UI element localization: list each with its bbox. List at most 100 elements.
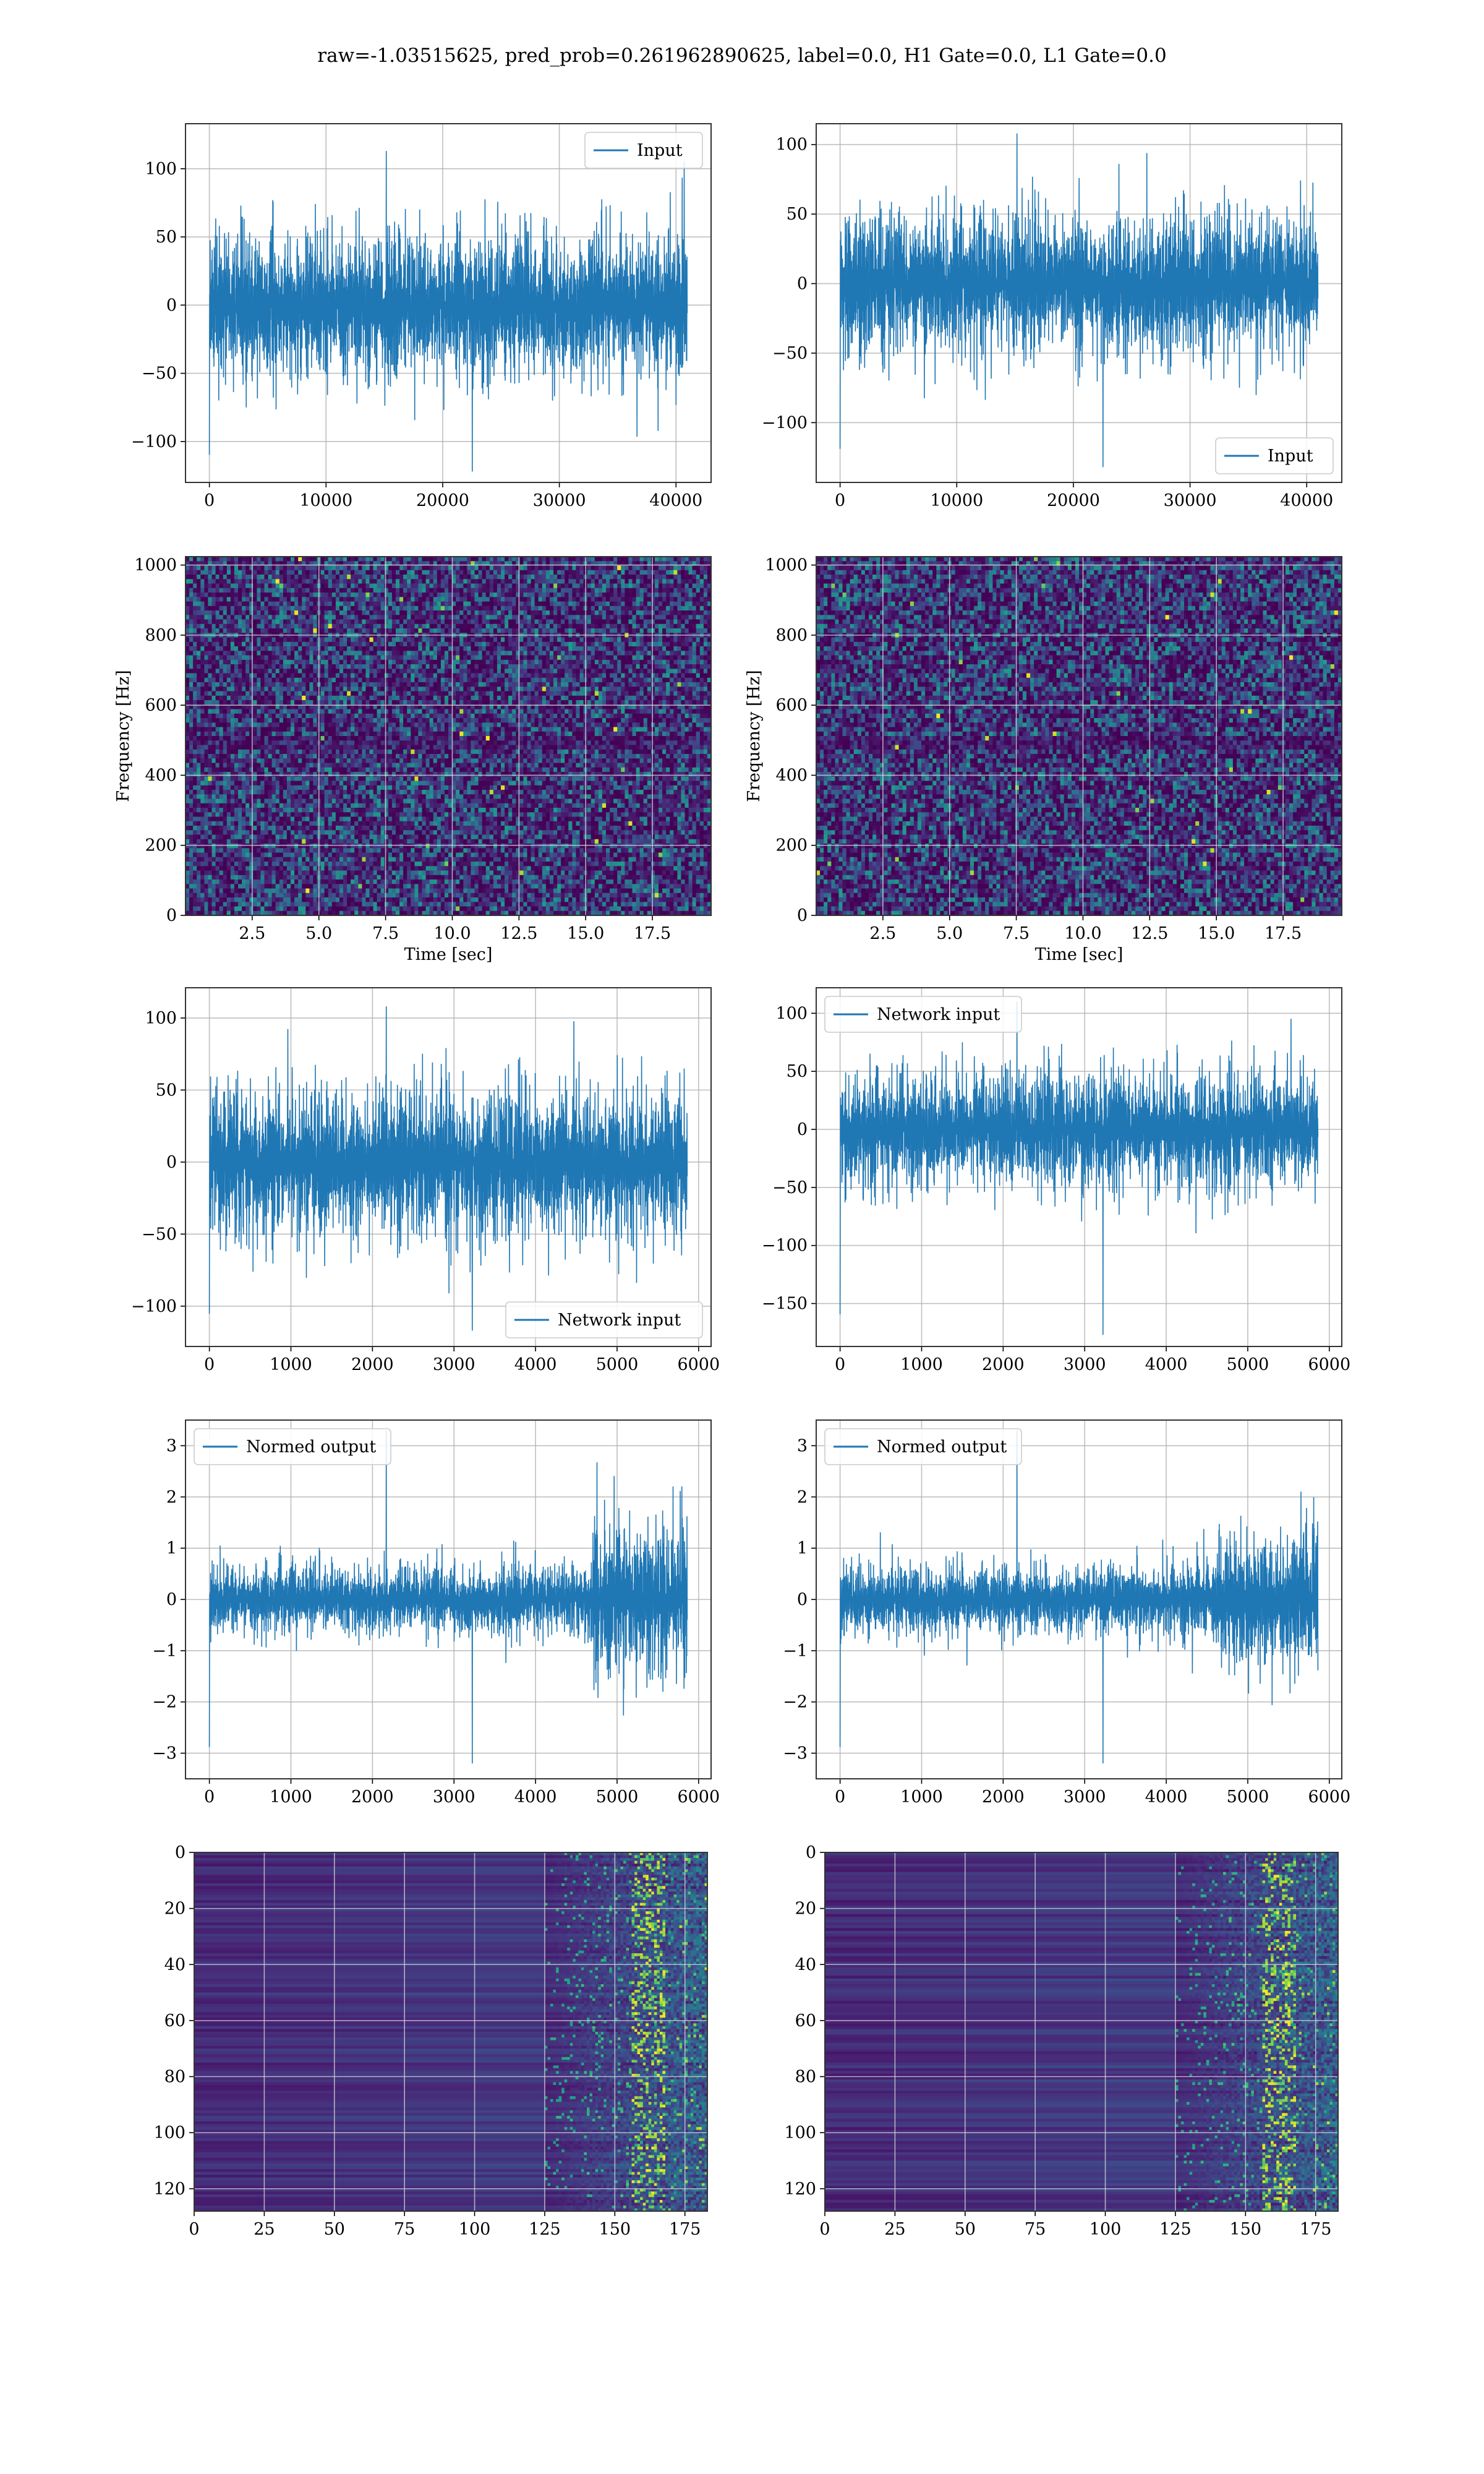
heatmap-cell xyxy=(200,583,205,589)
heatmap-cell xyxy=(579,623,584,629)
heatmap-cell xyxy=(489,682,494,687)
heatmap-cell xyxy=(587,561,592,567)
heatmap-cell xyxy=(636,641,641,647)
heatmap-cell xyxy=(433,669,438,674)
heatmap-cell xyxy=(291,682,295,687)
heatmap-cell xyxy=(703,593,708,597)
heatmap-cell xyxy=(193,709,197,714)
heatmap-cell xyxy=(422,669,427,674)
heatmap-cell xyxy=(542,682,547,687)
heatmap-cell xyxy=(354,709,359,714)
heatmap-cell xyxy=(681,682,686,687)
heatmap-cell xyxy=(433,651,438,656)
heatmap-cell xyxy=(587,641,592,647)
heatmap-cell xyxy=(391,619,396,625)
heatmap-cell xyxy=(587,687,592,692)
heatmap-cell xyxy=(545,687,550,692)
heatmap-cell xyxy=(283,655,288,661)
heatmap-cell xyxy=(639,561,644,567)
heatmap-cell xyxy=(587,700,592,705)
heatmap-cell xyxy=(662,655,667,661)
heatmap-cell xyxy=(456,597,460,602)
heatmap-cell xyxy=(351,615,355,620)
heatmap-cell xyxy=(249,641,254,647)
heatmap-cell xyxy=(463,646,467,651)
heatmap-cell xyxy=(331,628,336,633)
heatmap-cell xyxy=(703,579,708,584)
heatmap-cell xyxy=(561,651,565,656)
heatmap-cell xyxy=(230,673,235,678)
heatmap-cell xyxy=(568,606,573,611)
heatmap-cell xyxy=(429,651,434,656)
x-tick-label: 10000 xyxy=(299,491,352,510)
heatmap-cell xyxy=(369,593,374,597)
heatmap-cell xyxy=(696,601,701,607)
heatmap-cell xyxy=(542,709,547,714)
heatmap-cell xyxy=(647,637,652,643)
heatmap-cell xyxy=(249,575,254,580)
heatmap-cell xyxy=(286,673,291,678)
heatmap-cell xyxy=(407,606,411,611)
heatmap-cell xyxy=(242,695,246,701)
heatmap-cell xyxy=(602,691,607,696)
heatmap-cell xyxy=(186,557,190,562)
heatmap-cell xyxy=(219,615,224,620)
heatmap-cell xyxy=(534,659,539,665)
heatmap-cell xyxy=(456,561,460,567)
heatmap-cell xyxy=(527,570,532,575)
heatmap-cell xyxy=(271,677,276,683)
heatmap-cell xyxy=(313,655,318,661)
heatmap-cell xyxy=(549,673,554,678)
heatmap-cell xyxy=(594,583,599,589)
heatmap-cell xyxy=(636,628,641,633)
heatmap-cell xyxy=(399,610,404,615)
heatmap-cell xyxy=(242,588,246,593)
heatmap-cell xyxy=(474,601,479,607)
heatmap-cell xyxy=(279,664,284,669)
heatmap-cell xyxy=(519,637,524,643)
heatmap-cell xyxy=(309,646,314,651)
heatmap-cell xyxy=(422,623,427,629)
heatmap-cell xyxy=(598,646,603,651)
heatmap-cell xyxy=(339,641,344,647)
heatmap-cell xyxy=(253,579,257,584)
heatmap-cell xyxy=(519,691,524,696)
heatmap-cell xyxy=(474,664,479,669)
heatmap-cell xyxy=(294,583,299,589)
heatmap-cell xyxy=(501,695,505,701)
heatmap-cell xyxy=(650,575,655,580)
heatmap-cell xyxy=(279,619,284,625)
heatmap-cell xyxy=(234,557,239,562)
heatmap-cell xyxy=(268,646,273,651)
heatmap-cell xyxy=(659,677,663,683)
heatmap-cell xyxy=(594,593,599,597)
heatmap-cell xyxy=(396,677,400,683)
heatmap-cell xyxy=(478,646,483,651)
heatmap-cell xyxy=(542,593,547,597)
heatmap-cell xyxy=(440,583,445,589)
heatmap-cell xyxy=(659,669,663,674)
heatmap-cell xyxy=(354,557,359,562)
heatmap-cell xyxy=(628,579,633,584)
heatmap-cell xyxy=(298,651,302,656)
heatmap-cell xyxy=(253,557,257,562)
heatmap-cell xyxy=(384,646,389,651)
heatmap-cell xyxy=(335,615,340,620)
heatmap-cell xyxy=(302,606,306,611)
heatmap-cell xyxy=(699,565,704,571)
heatmap-cell xyxy=(226,641,231,647)
heatmap-cell xyxy=(343,597,348,602)
heatmap-cell xyxy=(365,623,370,629)
heatmap-cell xyxy=(625,669,629,674)
heatmap-cell xyxy=(440,597,445,602)
heatmap-cell xyxy=(347,687,351,692)
heatmap-cell xyxy=(662,570,667,575)
heatmap-cell xyxy=(501,570,505,575)
heatmap-cell xyxy=(440,687,445,692)
heatmap-cell xyxy=(545,610,550,615)
heatmap-cell xyxy=(380,623,385,629)
heatmap-cell xyxy=(621,709,625,714)
heatmap-cell xyxy=(598,583,603,589)
heatmap-cell xyxy=(561,709,565,714)
heatmap-cell xyxy=(632,557,637,562)
